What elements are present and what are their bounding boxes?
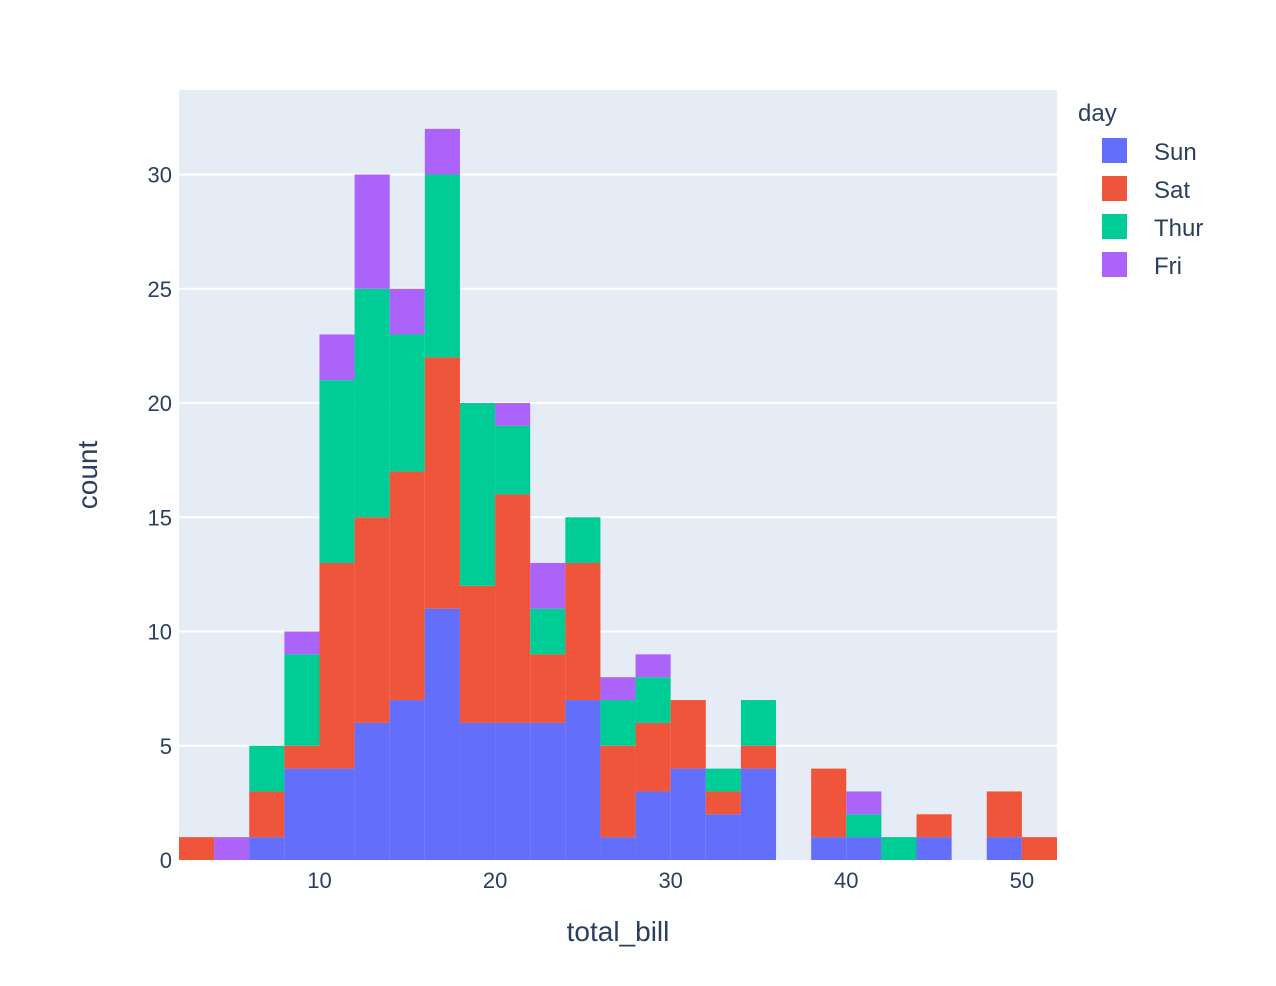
- bar-sun[interactable]: [249, 837, 285, 860]
- y-tick-label: 15: [148, 505, 172, 530]
- bar-thur[interactable]: [459, 403, 496, 586]
- bar-thur[interactable]: [495, 425, 531, 495]
- legend-swatch-fri[interactable]: [1102, 252, 1127, 277]
- bar-sun[interactable]: [284, 768, 320, 860]
- bar-sat[interactable]: [740, 745, 777, 769]
- legend-swatch-thur[interactable]: [1102, 214, 1127, 239]
- bar-sat[interactable]: [424, 357, 460, 609]
- legend-label-fri[interactable]: Fri: [1154, 253, 1182, 280]
- bar-sun[interactable]: [811, 837, 847, 860]
- bar-thur[interactable]: [846, 814, 882, 838]
- bar-sat[interactable]: [986, 791, 1022, 838]
- bars-group: [179, 128, 1057, 860]
- bar-thur[interactable]: [354, 288, 390, 518]
- legend-swatch-sat[interactable]: [1102, 176, 1127, 201]
- bar-fri[interactable]: [846, 791, 882, 815]
- bar-fri[interactable]: [635, 654, 671, 678]
- bar-thur[interactable]: [635, 677, 671, 723]
- legend-label-sat[interactable]: Sat: [1154, 177, 1190, 204]
- bar-sun[interactable]: [389, 700, 425, 860]
- bar-sun[interactable]: [846, 837, 882, 860]
- bar-sun[interactable]: [459, 722, 496, 860]
- bar-sun[interactable]: [916, 837, 952, 860]
- bar-sun[interactable]: [705, 814, 741, 860]
- bar-sat[interactable]: [389, 471, 425, 701]
- bar-sun[interactable]: [600, 837, 636, 860]
- y-axis-title: count: [72, 441, 103, 510]
- x-tick-label: 30: [658, 868, 682, 893]
- bar-thur[interactable]: [565, 517, 601, 563]
- x-tick-label: 20: [483, 868, 507, 893]
- bar-sat[interactable]: [459, 585, 496, 723]
- bar-sat[interactable]: [354, 517, 390, 723]
- bar-fri[interactable]: [530, 562, 566, 609]
- bar-sun[interactable]: [354, 722, 390, 860]
- bar-sun[interactable]: [495, 722, 531, 860]
- bar-sun[interactable]: [670, 768, 706, 860]
- bar-thur[interactable]: [389, 334, 425, 472]
- bar-sat[interactable]: [495, 494, 531, 723]
- bar-sat[interactable]: [811, 768, 847, 838]
- bar-fri[interactable]: [284, 631, 320, 655]
- x-axis-title: total_bill: [567, 916, 670, 947]
- y-tick-label: 20: [148, 391, 172, 416]
- bar-fri[interactable]: [389, 288, 425, 335]
- bar-thur[interactable]: [600, 700, 636, 746]
- bar-sat[interactable]: [635, 722, 671, 792]
- bar-sat[interactable]: [600, 745, 636, 838]
- bar-sun[interactable]: [565, 700, 601, 860]
- bar-sat[interactable]: [1021, 837, 1057, 860]
- bar-thur[interactable]: [319, 380, 355, 563]
- legend-label-thur[interactable]: Thur: [1154, 215, 1203, 242]
- y-tick-label: 0: [160, 848, 172, 873]
- bar-sun[interactable]: [530, 722, 566, 860]
- bar-sun[interactable]: [986, 837, 1022, 860]
- bar-thur[interactable]: [424, 174, 460, 358]
- bar-sun[interactable]: [424, 608, 460, 860]
- bar-sun[interactable]: [740, 768, 777, 860]
- bar-sun[interactable]: [319, 768, 355, 860]
- legend-swatch-sun[interactable]: [1102, 138, 1127, 163]
- legend: day Sun Sat Thur Fri: [1078, 100, 1203, 280]
- bar-fri[interactable]: [600, 677, 636, 701]
- bar-fri[interactable]: [214, 837, 250, 860]
- bar-sat[interactable]: [284, 745, 320, 769]
- bar-fri[interactable]: [424, 128, 460, 175]
- bar-sun[interactable]: [635, 791, 671, 860]
- bar-sat[interactable]: [179, 837, 215, 860]
- bar-thur[interactable]: [705, 768, 741, 792]
- bar-thur[interactable]: [530, 608, 566, 655]
- legend-title: day: [1078, 100, 1117, 127]
- bar-thur[interactable]: [740, 700, 777, 746]
- x-axis-ticks: 10 20 30 40 50: [307, 868, 1034, 893]
- bar-thur[interactable]: [881, 837, 917, 860]
- bar-sat[interactable]: [249, 791, 285, 838]
- x-tick-label: 40: [834, 868, 858, 893]
- bar-sat[interactable]: [565, 562, 601, 701]
- bar-fri[interactable]: [354, 174, 390, 289]
- y-axis-ticks: 0 5 10 15 20 25 30: [148, 163, 172, 873]
- bar-thur[interactable]: [249, 745, 285, 792]
- bar-sat[interactable]: [916, 814, 952, 838]
- y-tick-label: 30: [148, 163, 172, 188]
- bar-sat[interactable]: [670, 700, 706, 769]
- bar-thur[interactable]: [284, 654, 320, 746]
- x-tick-label: 10: [307, 868, 331, 893]
- bar-sat[interactable]: [530, 654, 566, 723]
- y-tick-label: 5: [160, 734, 172, 759]
- bar-fri[interactable]: [319, 334, 355, 381]
- y-tick-label: 10: [148, 620, 172, 645]
- legend-label-sun[interactable]: Sun: [1154, 139, 1197, 166]
- bar-sat[interactable]: [319, 562, 355, 769]
- y-tick-label: 25: [148, 277, 172, 302]
- bar-fri[interactable]: [495, 403, 531, 426]
- x-tick-label: 50: [1010, 868, 1034, 893]
- bar-sat[interactable]: [705, 791, 741, 815]
